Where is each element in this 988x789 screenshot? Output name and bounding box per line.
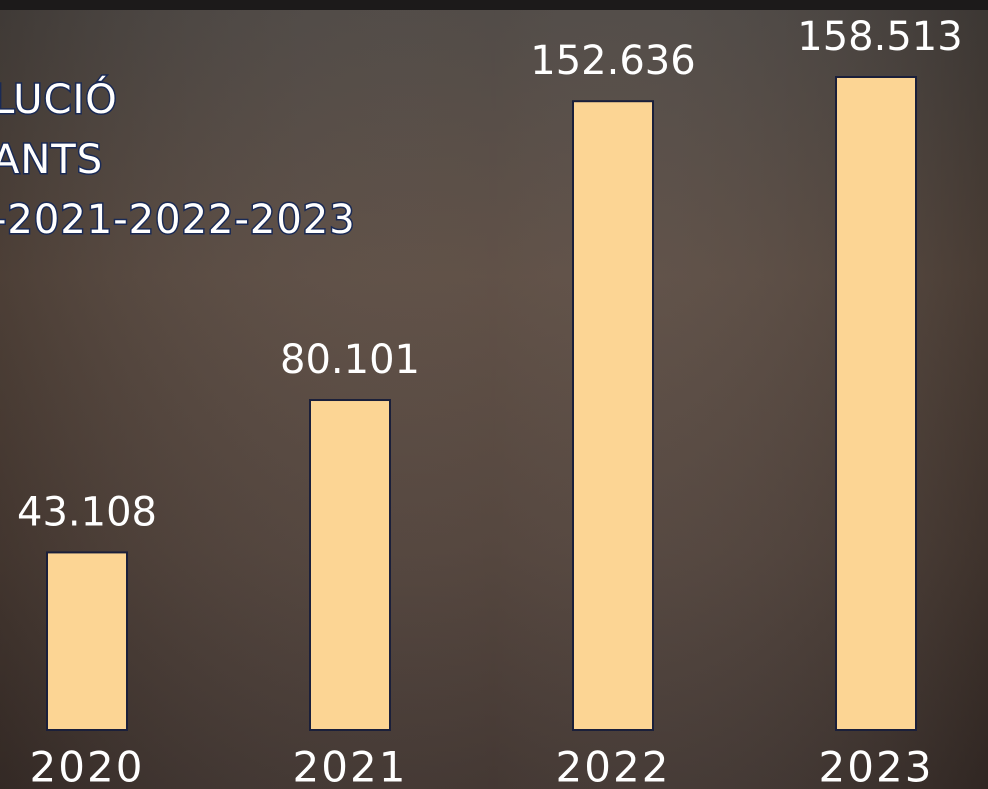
x-tick-label: 2023 [819, 743, 934, 789]
top-strip [0, 0, 988, 10]
value-label: 152.636 [530, 38, 695, 84]
chart-title: -2021-2022-2023 [0, 197, 356, 243]
chart-title: ANTS [0, 137, 103, 183]
bar [835, 76, 917, 731]
value-label: 80.101 [280, 337, 420, 383]
bar [46, 551, 128, 731]
value-label: 158.513 [797, 14, 962, 60]
x-tick-label: 2022 [556, 743, 671, 789]
x-tick-label: 2020 [30, 743, 145, 789]
bar [572, 100, 654, 731]
value-label: 43.108 [17, 489, 157, 535]
bar [309, 399, 391, 731]
x-tick-label: 2021 [293, 743, 408, 789]
chart-title: LUCIÓ [0, 75, 118, 123]
